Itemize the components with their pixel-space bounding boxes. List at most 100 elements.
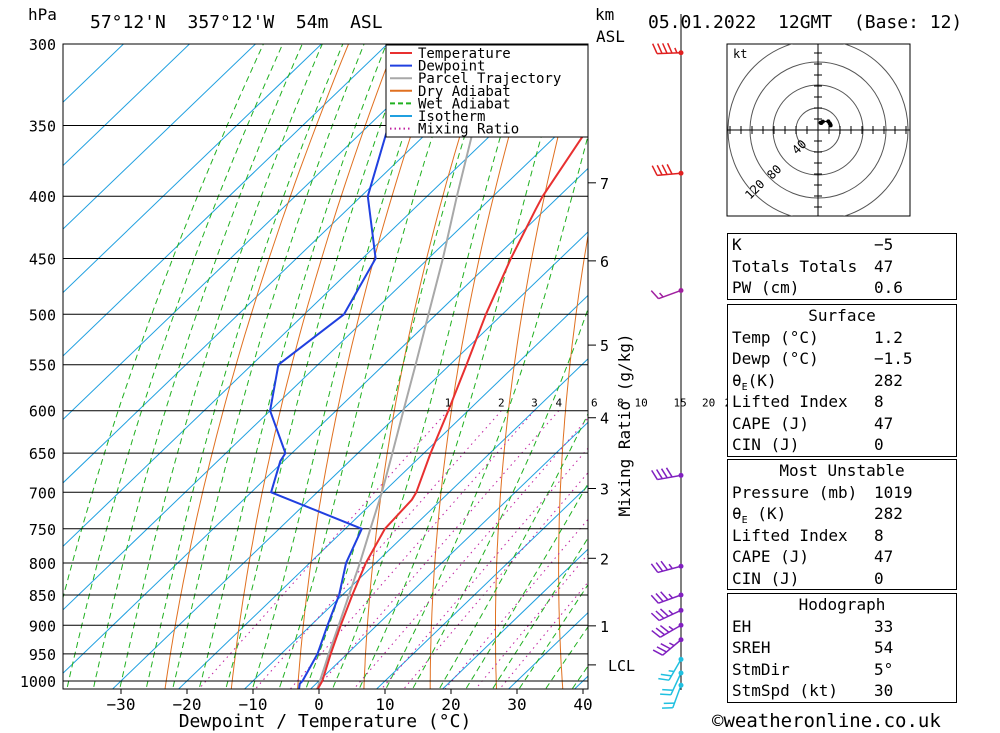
index-label: StmSpd (kt) bbox=[732, 681, 838, 700]
wet-adiabat-line bbox=[198, 44, 388, 689]
isotherm-line bbox=[441, 548, 588, 689]
isotherm-line bbox=[111, 231, 588, 689]
index-value: 47 bbox=[874, 413, 894, 433]
index-row: θE (K) 282 bbox=[728, 503, 956, 526]
panel-title: Hodograph bbox=[798, 595, 886, 614]
wind-barb-dot bbox=[678, 656, 684, 662]
index-label: CIN (J) bbox=[732, 568, 800, 588]
wind-barb-flag bbox=[656, 43, 663, 54]
wind-barb-half-flag bbox=[668, 609, 674, 615]
index-label: PW (cm) bbox=[732, 278, 800, 297]
hodograph-inner bbox=[727, 44, 910, 216]
index-row: CIN (J) 0 bbox=[728, 568, 956, 590]
hodograph-point bbox=[828, 123, 833, 128]
index-value: 47 bbox=[874, 256, 894, 276]
wind-barb-dot bbox=[678, 637, 684, 643]
index-value: 0 bbox=[874, 435, 884, 454]
temperature-tick-label: 30 bbox=[507, 695, 526, 714]
mixing-ratio-line bbox=[403, 471, 588, 689]
wind-barb-flag bbox=[666, 42, 673, 54]
mixing-ratio-label: 1 bbox=[445, 397, 452, 410]
temperature-tick-label: 40 bbox=[573, 695, 592, 714]
wet-adiabat-line bbox=[92, 44, 303, 689]
index-label: Dewp (°C) bbox=[732, 349, 819, 368]
pressure-tick-label: 650 bbox=[29, 445, 56, 463]
wind-barb-flag bbox=[650, 594, 660, 604]
wet-adiabat-line bbox=[331, 44, 530, 689]
pressure-tick-label: 700 bbox=[29, 484, 56, 502]
dry-adiabat-line bbox=[164, 44, 350, 689]
wind-barb bbox=[651, 622, 684, 638]
wind-barb-half-flag bbox=[669, 642, 675, 647]
legend-label: Mixing Ratio bbox=[418, 122, 519, 138]
wind-barb-dot bbox=[678, 472, 684, 478]
dry-adiabat-line bbox=[230, 44, 396, 689]
wind-barb-flag bbox=[651, 630, 661, 638]
legend-label: Parcel Trajectory bbox=[418, 71, 561, 87]
wind-barb-staff bbox=[658, 609, 682, 622]
temperature-tick-label: 10 bbox=[375, 695, 394, 714]
location-title: 57°12'N 357°12'W 54m ASL bbox=[90, 12, 383, 33]
index-value: 8 bbox=[874, 525, 884, 545]
wind-barb-flag bbox=[660, 673, 672, 677]
wind-barb-dot bbox=[678, 50, 684, 56]
isotherm-line bbox=[63, 44, 521, 484]
wind-barb bbox=[650, 607, 684, 622]
wind-barb-flag bbox=[660, 468, 668, 479]
pressure-tick-label: 500 bbox=[29, 306, 56, 324]
wind-barb-staff bbox=[662, 639, 682, 656]
wind-barb-flag bbox=[656, 646, 667, 653]
wind-barb-flag bbox=[661, 164, 668, 175]
mixing-ratio-label: 15 bbox=[673, 397, 686, 410]
isotherm-line bbox=[63, 44, 323, 294]
wind-barb-flag bbox=[656, 164, 663, 176]
wet-adiabat-line bbox=[385, 134, 588, 689]
legend-label: Dewpoint bbox=[418, 59, 485, 75]
wind-barb-flag bbox=[652, 649, 663, 656]
mixing-ratio-label: 4 bbox=[555, 397, 562, 410]
index-label: EH bbox=[732, 616, 752, 636]
isotherm-line bbox=[309, 421, 588, 689]
wind-barb-dot bbox=[678, 607, 684, 613]
sounding-profiles bbox=[269, 44, 588, 689]
wind-barb bbox=[660, 670, 684, 696]
index-row: CIN (J) 0 bbox=[728, 434, 956, 456]
mixing-ratio-label: 2 bbox=[498, 397, 505, 410]
index-label: θE(K) bbox=[732, 370, 777, 393]
legend-box bbox=[385, 44, 589, 138]
hodograph-stats-panel: Hodograph EH 33 SREH 54 StmDir 5° StmSpd (k… bbox=[727, 593, 957, 703]
index-value: 54 bbox=[874, 638, 894, 657]
wind-barb-flag bbox=[658, 677, 670, 681]
index-label: Pressure (mb) bbox=[732, 482, 858, 502]
height-tick-label: 4 bbox=[600, 410, 609, 428]
isobar-lines bbox=[63, 43, 588, 682]
wet-adiabat-line bbox=[544, 626, 588, 689]
series-temperature bbox=[316, 126, 588, 689]
copyright-link[interactable]: ©weatheronline.co.uk bbox=[712, 710, 941, 732]
wind-barb-flag bbox=[660, 693, 671, 696]
temperature-tick-label: −30 bbox=[107, 695, 136, 714]
pressure-tick-label: 550 bbox=[29, 357, 56, 375]
wind-barb-staff bbox=[657, 474, 682, 481]
most-unstable-panel: Most Unstable Pressure (mb) 1019 θE (K) 28… bbox=[727, 459, 957, 590]
temperature-tick-label: −20 bbox=[173, 695, 202, 714]
pressure-tick-label: 400 bbox=[29, 188, 56, 206]
wet-adiabat-line bbox=[63, 44, 264, 600]
plot-frame bbox=[62, 43, 589, 690]
wind-barb bbox=[650, 591, 684, 604]
pressure-tick-label: 300 bbox=[29, 36, 56, 54]
dry-adiabat-line bbox=[951, 26, 1000, 697]
pressure-tick-label: 600 bbox=[29, 403, 56, 421]
surface-panel: Surface Temp (°C) 1.2 Dewp (°C) −1.5 θE(K)… bbox=[727, 304, 957, 457]
index-row: Dewp (°C) −1.5 bbox=[728, 348, 956, 370]
wet-adiabat-line bbox=[251, 44, 437, 689]
wind-barb-flag bbox=[655, 610, 665, 619]
mixing-ratio-label: 3 bbox=[531, 397, 538, 410]
legend-label: Wet Adiabat bbox=[418, 96, 511, 112]
wind-barb-staff bbox=[658, 594, 682, 604]
wind-barb-dot bbox=[678, 592, 684, 598]
dry-adiabat-line bbox=[363, 44, 490, 689]
index-label: SREH bbox=[732, 638, 771, 657]
index-row: Pressure (mb) 1019 bbox=[728, 482, 956, 504]
index-row: θE(K) 282 bbox=[728, 370, 956, 393]
